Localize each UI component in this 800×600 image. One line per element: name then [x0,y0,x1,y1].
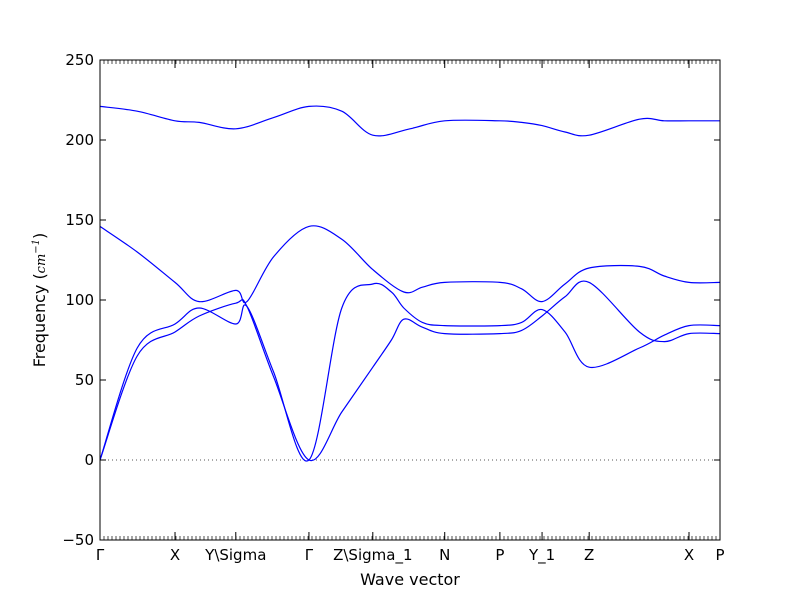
x-tick-label: X [170,546,180,564]
x-axis-title: Wave vector [360,570,460,589]
y-tick-label: 100 [65,291,94,309]
x-tick-label: Γ [96,546,105,564]
y-axis-title: Frequency (cm−1) [30,233,49,368]
y-tick-label: −50 [62,531,94,549]
x-tick-label: Z [584,546,594,564]
y-tick-label: 50 [75,371,94,389]
x-tick-label: P [495,546,504,564]
series-line-branch-4 [99,280,721,462]
x-tick-label: Γ [305,546,314,564]
series-line-branch-3 [99,282,721,462]
y-tick-label: 250 [65,51,94,69]
y-axis-ticks: −50 0 50 100 150 200 250 [62,51,720,549]
x-axis-ticks: Γ X Y\Sigma Γ Z\Sigma_1 N P Y_1 Z X P [96,60,725,565]
series-line-branch-1 [99,105,720,137]
y-axis-title-prefix: Frequency ( [30,273,49,367]
y-axis-title-exponent: −1 [31,239,42,254]
x-tick-label: Y\Sigma [204,546,266,564]
x-tick-label: X [684,546,694,564]
y-axis-title-suffix: ) [30,233,49,239]
y-tick-label: 150 [65,211,94,229]
y-tick-label: 200 [65,131,94,149]
x-tick-label: Y_1 [528,546,555,565]
x-tick-label: Z\Sigma_1 [333,546,412,565]
y-tick-label: 0 [84,451,94,469]
y-axis-title-unit: cm [34,254,49,274]
series-line-branch-2 [99,225,721,304]
x-tick-label: P [715,546,724,564]
x-minor-ticks [99,60,721,540]
x-tick-label: N [439,546,450,564]
series-layer [99,105,721,462]
